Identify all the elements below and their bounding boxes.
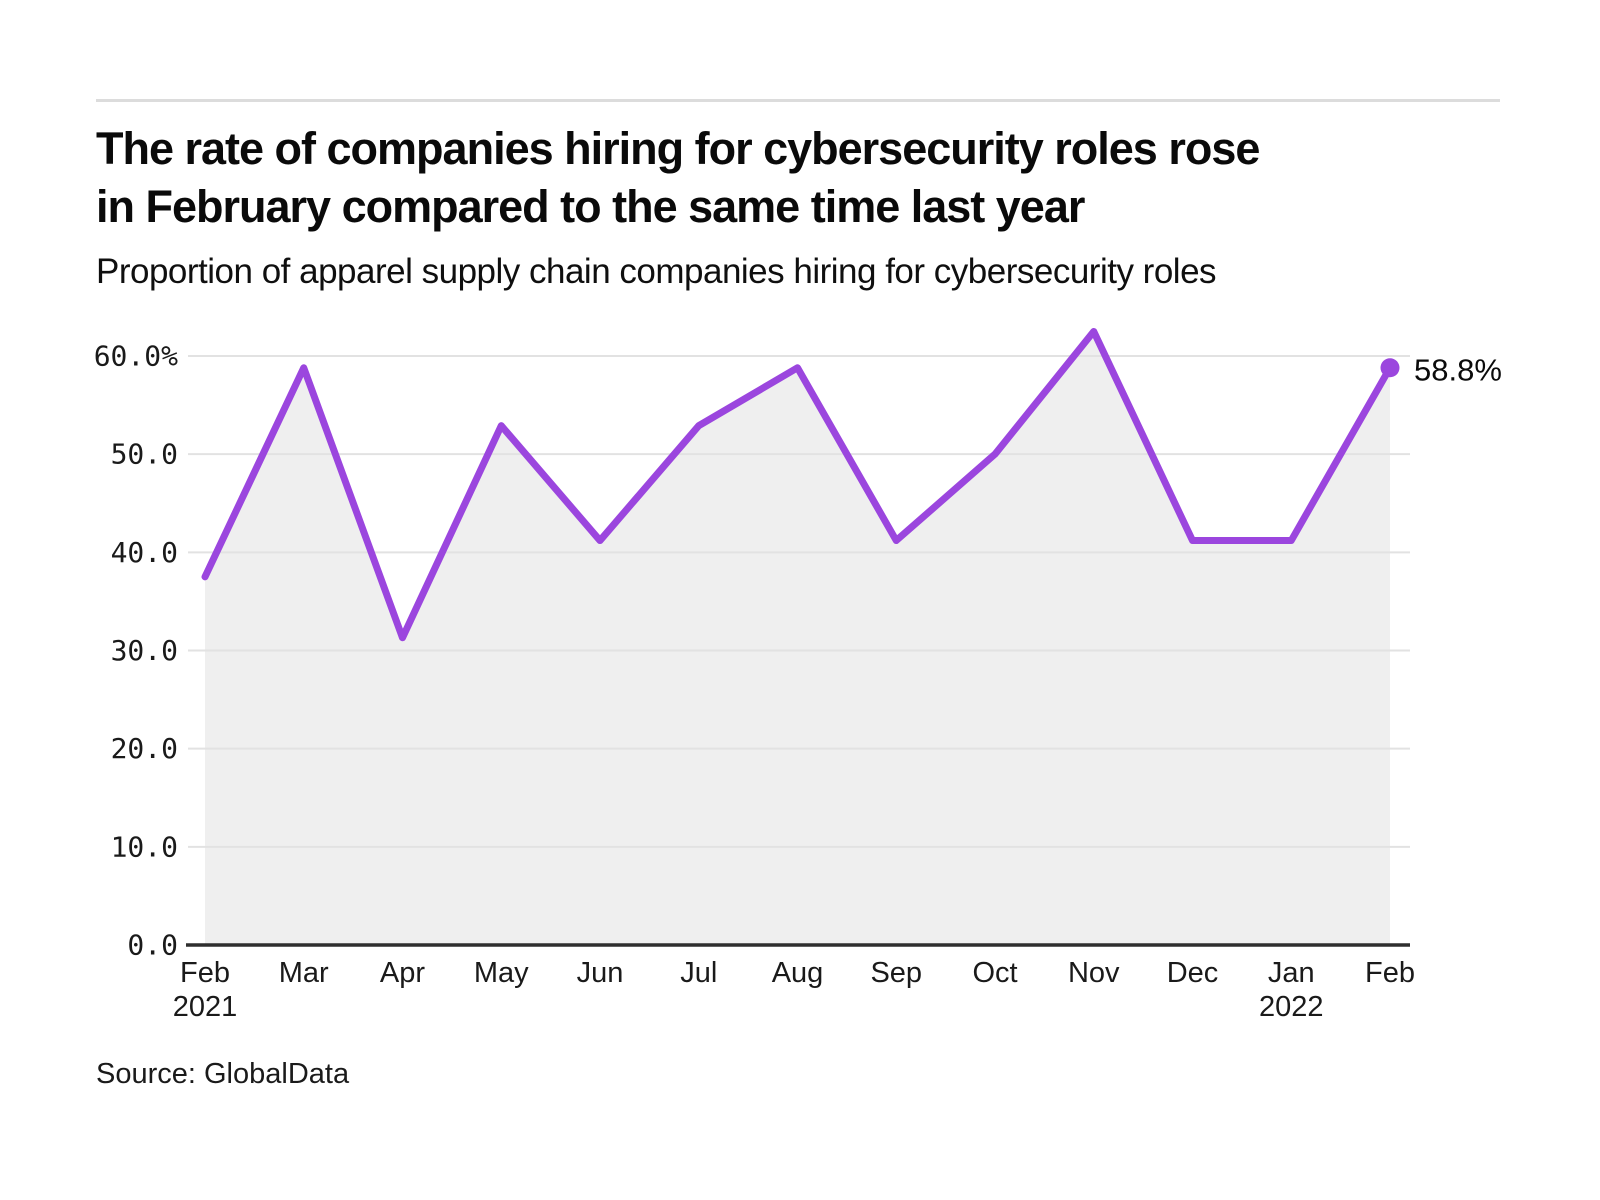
source-text: Source: GlobalData: [96, 1058, 350, 1090]
end-value-label: 58.8%: [1414, 352, 1502, 387]
page-subtitle: Proportion of apparel supply chain compa…: [96, 252, 1217, 291]
x-axis-month-label: Aug: [772, 957, 824, 989]
area-fill: [205, 331, 1390, 945]
y-axis-tick-label: 20.0: [111, 732, 178, 765]
x-axis-month-label: Jul: [680, 957, 717, 989]
x-axis-month-label: Feb: [180, 957, 230, 989]
y-axis-tick-label: 40.0: [111, 536, 178, 569]
top-rule-divider: [96, 99, 1500, 102]
page-title: The rate of companies hiring for cyberse…: [96, 123, 1260, 232]
x-axis-month-label: Dec: [1167, 957, 1219, 989]
x-axis-month-label: Mar: [279, 957, 329, 989]
series-line: [201, 327, 1394, 642]
x-axis-month-label: Feb: [1365, 957, 1415, 989]
end-point-marker: [1380, 358, 1400, 378]
x-axis-year-label: 2022: [1259, 991, 1324, 1023]
y-axis-tick-label: 60.0%: [94, 339, 178, 372]
y-axis-tick-label: 50.0: [111, 438, 178, 471]
x-axis-year-label: 2021: [173, 991, 238, 1023]
x-axis-month-label: Oct: [972, 957, 1017, 989]
x-axis-month-label: Apr: [380, 957, 425, 989]
x-axis-month-label: Jan: [1268, 957, 1315, 989]
x-axis-month-label: Sep: [870, 957, 922, 989]
x-axis-month-label: Nov: [1068, 957, 1120, 989]
y-axis-tick-label: 0.0: [127, 929, 178, 962]
y-axis-tick-label: 30.0: [111, 634, 178, 667]
x-axis-month-label: Jun: [577, 957, 624, 989]
y-axis-tick-label: 10.0: [111, 830, 178, 863]
x-axis-month-label: May: [474, 957, 529, 989]
